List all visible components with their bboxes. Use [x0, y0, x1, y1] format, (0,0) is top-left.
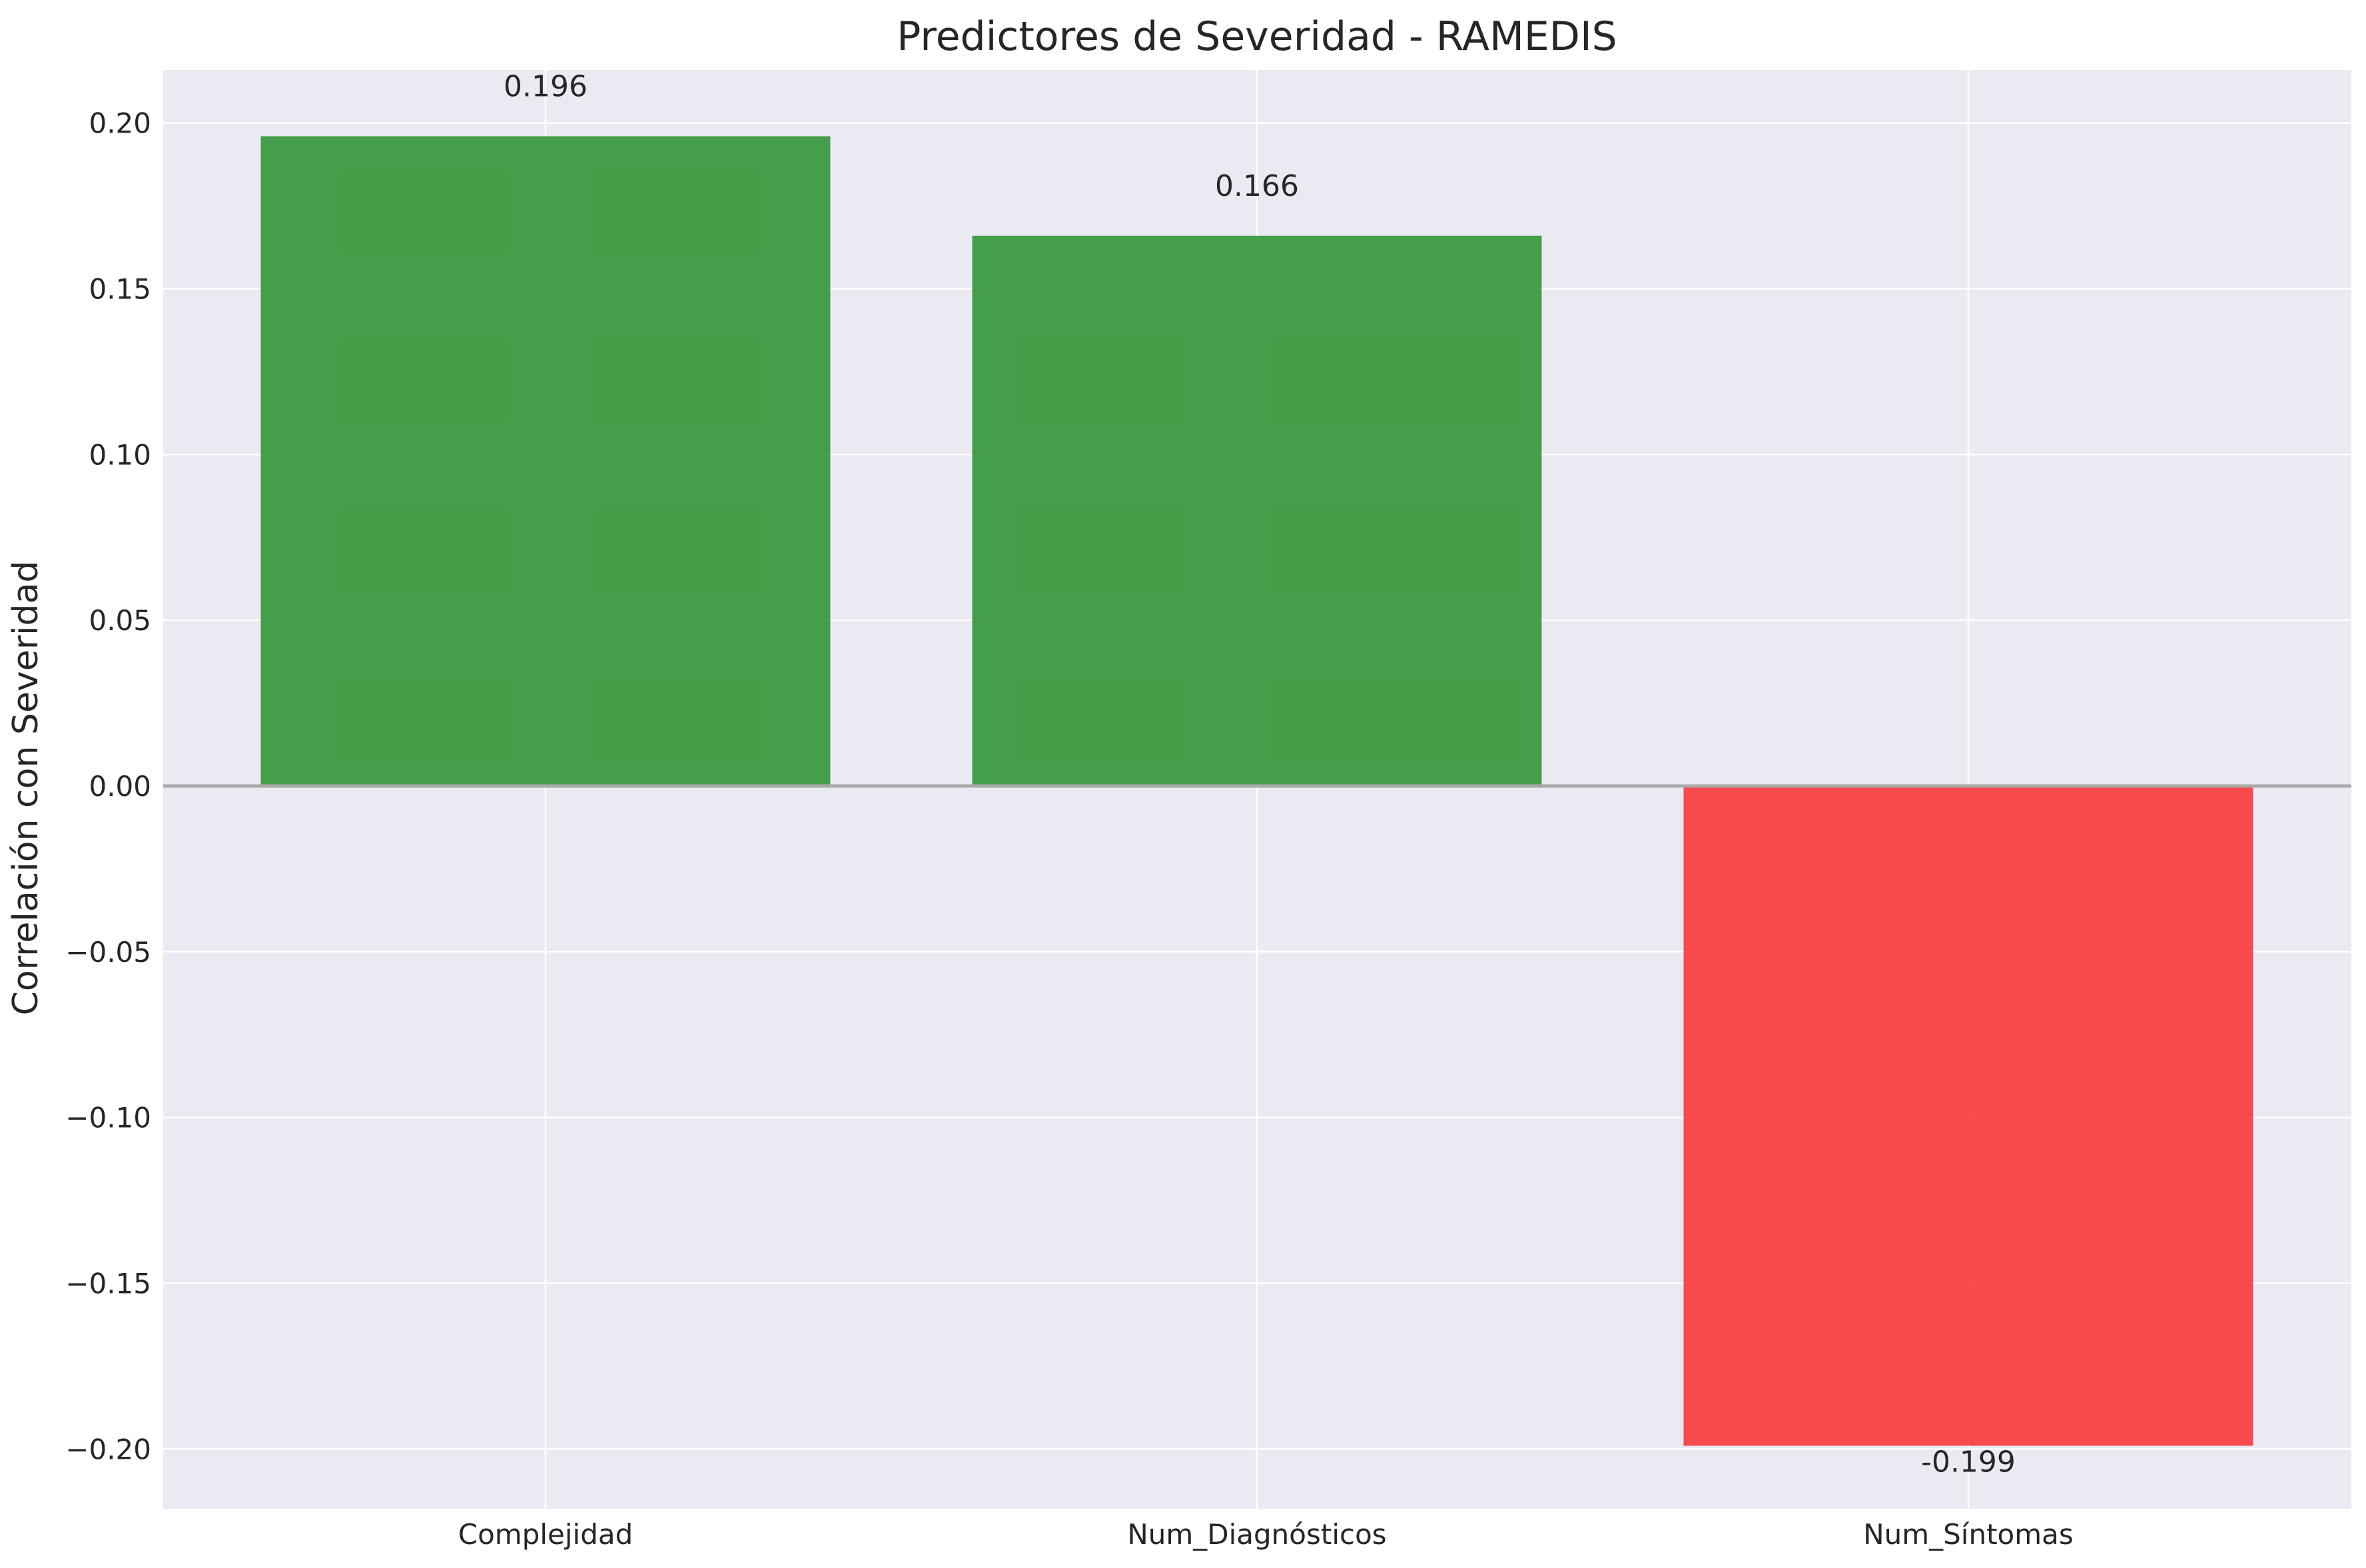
y-tick-label: −0.20 — [65, 1433, 151, 1465]
x-tick-label: Num_Síntomas — [1863, 1518, 2074, 1551]
x-tick-labels: Complejidad Num_Diagnósticos Num_Síntomas — [458, 1518, 2074, 1551]
value-label: 0.196 — [504, 70, 588, 104]
bar-num_síntomas — [1683, 786, 2253, 1446]
x-tick-label: Num_Diagnósticos — [1127, 1518, 1386, 1551]
value-label: 0.166 — [1215, 169, 1299, 203]
y-tick-label: 0.20 — [89, 107, 151, 140]
y-tick-label: −0.15 — [65, 1268, 151, 1300]
y-tick-label: −0.05 — [65, 936, 151, 969]
bars — [260, 136, 2253, 1446]
y-tick-labels: −0.20 −0.15 −0.10 −0.05 0.00 0.05 0.10 0.15 0.20 — [65, 107, 151, 1466]
y-tick-label: 0.00 — [89, 770, 151, 803]
y-tick-label: 0.05 — [89, 604, 151, 637]
y-tick-label: 0.15 — [89, 272, 151, 305]
y-axis-label: Correlación con Severidad — [6, 561, 46, 1016]
y-tick-label: −0.10 — [65, 1102, 151, 1134]
value-label: -0.199 — [1921, 1445, 2016, 1479]
chart-title: Predictores de Severidad - RAMEDIS — [897, 13, 1617, 60]
value-labels: 0.196 0.166 -0.199 — [504, 70, 2016, 1479]
bar-complejidad — [260, 136, 831, 787]
y-tick-label: 0.10 — [89, 438, 151, 471]
bar-num_diagnósticos — [972, 235, 1542, 787]
x-tick-label: Complejidad — [458, 1518, 633, 1551]
